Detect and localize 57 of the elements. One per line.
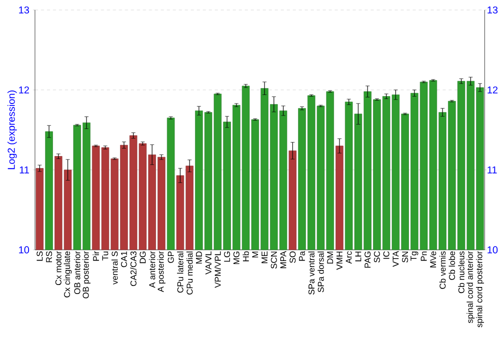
x-tick-label: LS — [36, 252, 43, 261]
x-tick-label: MPA — [280, 251, 286, 268]
x-tick-label: A posterior — [158, 251, 166, 292]
x-tick-label: CA1 — [120, 252, 127, 268]
x-tick-label: Cx cingulate — [64, 252, 72, 298]
x-tick-label: MG — [233, 252, 240, 264]
x-tick-label: OB anterior — [74, 251, 80, 294]
y-tick-label: 13 — [19, 6, 30, 14]
x-tick-label: RS — [46, 252, 52, 262]
y-axis-title: Log2 (expression) — [7, 90, 17, 170]
x-tick-label: MVe — [430, 252, 436, 268]
y-tick-label: 12 — [19, 86, 29, 94]
x-tick-label: DG — [140, 252, 146, 264]
x-tick-label: SPa ventral — [308, 252, 314, 295]
x-tick-label: PAG — [364, 252, 371, 268]
x-tick-label: CPu lateral — [177, 252, 184, 293]
x-tick-label: spinal cord anterior — [466, 251, 475, 324]
x-tick-label: GP — [168, 252, 174, 263]
x-tick-label: SPa dorsal — [318, 252, 324, 292]
x-tick-label: M — [252, 252, 258, 258]
x-tick-label: LH — [355, 252, 362, 262]
x-tick-label: Cb lobe — [448, 252, 456, 280]
x-tick-label: Cb vermis — [439, 251, 446, 289]
y-tick-label: 10 — [19, 246, 30, 254]
x-tick-label: DM — [327, 252, 334, 264]
x-tick-label: OB posterior — [82, 251, 90, 298]
x-tick-label: A anterior — [148, 251, 156, 288]
x-tick-label: Tg — [410, 252, 418, 261]
x-tick-label: Pir — [92, 251, 99, 261]
x-tick-label: VTA — [392, 251, 399, 267]
x-tick-label: LG — [224, 252, 230, 262]
x-tick-label: SN — [402, 252, 408, 263]
x-tick-label: IC — [383, 251, 390, 259]
x-tick-label: Cx motor — [55, 251, 62, 286]
x-tick-label: SCN — [270, 252, 277, 269]
x-tick-label: SO — [290, 252, 296, 264]
x-tick-label: spinal cord posterior — [476, 251, 484, 328]
x-tick-label: Pn — [420, 252, 427, 261]
x-tick-label: Cb nucleus — [458, 251, 464, 294]
y2-tick-label: 12 — [488, 86, 498, 94]
x-tick-label: ventral S — [111, 252, 118, 285]
x-tick-label: VA/VL — [205, 251, 212, 275]
x-tick-label: ME — [262, 252, 268, 264]
y2-tick-label: 13 — [488, 6, 498, 14]
x-tick-label: VMH — [336, 252, 342, 270]
x-tick-label: SC — [374, 251, 380, 263]
x-tick-label: Pa — [299, 251, 305, 261]
x-tick-label: Tu — [102, 252, 108, 261]
y2-tick-label: 10 — [488, 246, 498, 254]
y-tick-label: 11 — [20, 166, 29, 174]
y2-tick-label: 11 — [488, 166, 497, 174]
x-tick-label: Arc — [346, 251, 352, 264]
x-tick-label: CA2/CA3 — [130, 252, 136, 286]
x-tick-label: Hb — [242, 251, 249, 262]
x-tick-label: CPu medial — [186, 252, 193, 295]
x-tick-label: VPM/VPL — [214, 251, 221, 288]
x-tick-label: MD — [196, 252, 202, 264]
